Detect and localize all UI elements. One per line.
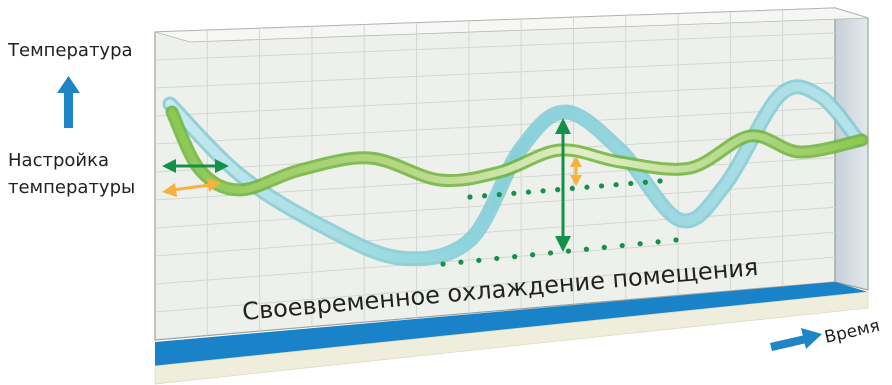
reference-dot [476,257,482,263]
floor-blue-stripe [155,282,868,366]
reference-dot [511,190,517,196]
reference-dot [657,178,663,184]
grid-line-horizontal [154,107,836,145]
temperature-curve-cyan [162,79,866,267]
reference-dot [584,184,590,190]
reference-dot [601,244,607,250]
reference-dot [467,194,473,200]
reference-dot [482,193,488,199]
reference-dot [583,246,589,252]
chart-wall-top [154,7,869,43]
reference-dot [613,182,619,188]
arrow-right-icon [770,328,822,351]
grid-line-horizontal [154,132,836,173]
setting-arrow-orange [162,178,221,197]
reference-dot [569,185,575,191]
reference-dot [525,189,532,195]
setting-label-line2: температуры [8,177,135,198]
reference-dot [619,242,625,249]
reference-dot [440,261,446,267]
large-swing-arrow [555,118,571,252]
grid-line-horizontal [154,206,836,257]
reference-dot [540,188,546,194]
time-axis-label: Время [823,316,882,348]
reference-dot [496,191,502,198]
arrow-up-icon [57,76,80,128]
reference-dot [565,248,572,254]
reference-dot [598,183,605,189]
grid-line-horizontal [154,32,836,61]
reference-dot [458,259,464,265]
grid-line-horizontal [154,82,836,117]
temperature-axis-label: Температура [7,40,133,61]
small-swing-arrow [570,156,582,186]
reference-dot [547,250,554,256]
reference-dot [637,241,643,247]
setting-arrow-green [162,159,229,173]
reference-dot [655,239,661,245]
temperature-curve-green [165,105,869,197]
reference-dot [494,255,500,262]
reference-dot [642,179,648,185]
grid-line-horizontal [154,256,836,313]
reference-dot [628,180,634,187]
reference-dot [555,187,561,193]
floor-cream-stripe [154,291,869,385]
grid-line-horizontal [154,57,836,89]
reference-dot [512,254,518,260]
reference-dot [530,252,536,258]
reference-dot [673,237,679,243]
dotted-reference-lines [440,178,679,267]
setting-label-line1: Настройка [8,150,109,171]
